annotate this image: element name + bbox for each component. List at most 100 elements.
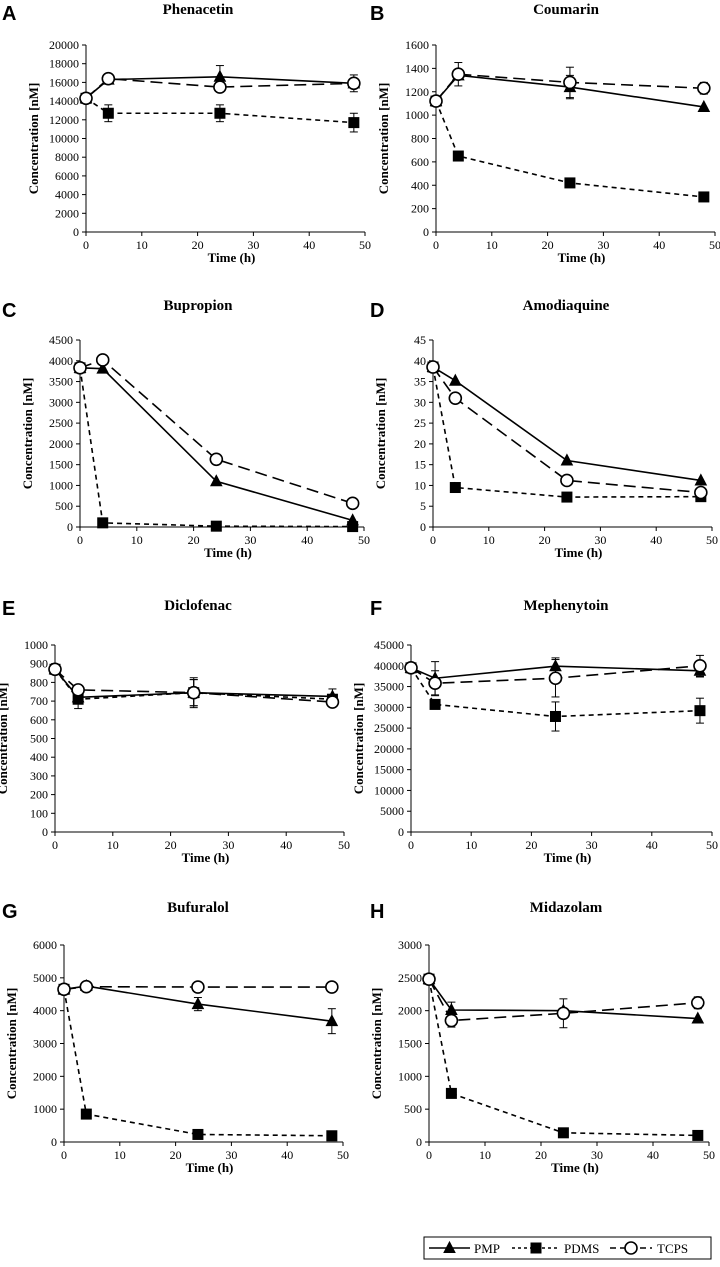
legend-entry-pdms: PDMS — [512, 1241, 599, 1256]
data-point — [445, 1087, 457, 1099]
y-tick-label: 200 — [411, 202, 429, 216]
chart-title: Mephenytoin — [523, 598, 609, 614]
x-tick-label: 50 — [709, 238, 720, 252]
data-point — [186, 685, 201, 700]
x-tick-label: 10 — [131, 533, 143, 547]
y-tick-label: 35 — [414, 375, 426, 389]
y-tick-label: 700 — [30, 694, 48, 708]
panel-letter: C — [2, 300, 16, 322]
series-line — [54, 668, 333, 701]
x-tick-label: 10 — [114, 1148, 126, 1162]
legend-label: PMP — [474, 1241, 500, 1256]
series-line — [435, 74, 704, 108]
data-point — [698, 191, 710, 203]
x-tick-label: 50 — [359, 238, 371, 252]
chart-title: Bufuralol — [167, 900, 229, 916]
series-line — [428, 978, 698, 1020]
series-line — [428, 978, 698, 1022]
x-tick-label: 20 — [525, 838, 537, 852]
y-tick-label: 2000 — [33, 1069, 57, 1083]
series-line — [85, 97, 354, 124]
data-point — [347, 76, 361, 91]
series-line — [410, 664, 701, 685]
x-tick-label: 20 — [170, 1148, 182, 1162]
data-point — [192, 1128, 204, 1140]
chart-panel-a: A Phenacetin 0 2000 4000 6000 8000 10000 12000 14… — [2, 2, 371, 265]
y-tick-label: 5000 — [33, 971, 57, 985]
chart-title: Midazolam — [530, 900, 603, 916]
x-tick-label: 10 — [136, 238, 148, 252]
legend-marker — [443, 1240, 456, 1253]
y-tick-label: 3000 — [49, 395, 73, 409]
y-tick-label: 14000 — [49, 94, 79, 108]
y-tick-label: 0 — [42, 825, 48, 839]
data-point — [96, 361, 110, 374]
data-point — [556, 1006, 571, 1021]
legend: PMP PDMS TCPS — [423, 1236, 712, 1260]
y-tick-label: 2500 — [398, 971, 422, 985]
data-point — [451, 67, 466, 82]
data-point — [325, 695, 340, 709]
y-axis-label: Concentration [nM] — [26, 83, 41, 195]
data-point — [448, 373, 462, 386]
x-tick-label: 30 — [586, 838, 598, 852]
y-tick-label: 100 — [30, 806, 48, 820]
x-tick-label: 0 — [77, 533, 83, 547]
y-tick-label: 500 — [404, 1102, 422, 1116]
data-point — [422, 972, 436, 986]
chart-title: Phenacetin — [163, 2, 234, 18]
data-point — [691, 1011, 705, 1024]
y-tick-label: 45 — [414, 333, 426, 347]
data-point — [557, 1127, 569, 1139]
y-tick-label: 1400 — [405, 61, 429, 75]
chart-title: Diclofenac — [164, 598, 232, 614]
panel-letter: H — [370, 901, 384, 923]
data-point — [326, 1130, 338, 1142]
data-point — [80, 1108, 92, 1120]
data-point — [48, 662, 62, 677]
y-tick-label: 3000 — [33, 1037, 57, 1051]
legend-label: PDMS — [564, 1241, 599, 1256]
series-line — [79, 359, 353, 505]
y-tick-label: 500 — [55, 499, 73, 513]
series-line — [432, 366, 701, 494]
data-point — [325, 1014, 339, 1027]
data-point — [213, 80, 227, 94]
y-tick-label: 12000 — [49, 113, 79, 127]
y-tick-label: 10000 — [374, 783, 404, 797]
data-point — [210, 520, 222, 532]
x-tick-label: 30 — [222, 838, 234, 852]
legend-box — [423, 1236, 712, 1260]
y-axis-label: Concentration [nM] — [376, 83, 391, 195]
x-tick-label: 0 — [52, 838, 58, 852]
y-tick-label: 6000 — [55, 169, 79, 183]
y-tick-label: 300 — [30, 769, 48, 783]
data-point — [426, 360, 440, 374]
series-line — [54, 668, 333, 703]
data-point — [209, 452, 224, 467]
data-point — [191, 980, 205, 994]
series-pmp — [73, 360, 359, 526]
x-tick-label: 50 — [703, 1148, 715, 1162]
data-point — [209, 474, 223, 487]
y-tick-label: 1600 — [405, 38, 429, 52]
x-tick-label: 40 — [650, 533, 662, 547]
data-point — [79, 91, 93, 106]
x-tick-label: 20 — [188, 533, 200, 547]
data-point — [71, 683, 85, 697]
y-axis-label: Concentration [nM] — [4, 988, 19, 1100]
chart-title: Coumarin — [533, 2, 599, 18]
x-tick-label: 50 — [706, 838, 718, 852]
series-line — [428, 978, 698, 1137]
y-tick-label: 45000 — [374, 638, 404, 652]
x-tick-label: 20 — [542, 238, 554, 252]
x-tick-label: 0 — [433, 238, 439, 252]
data-point — [57, 982, 71, 997]
data-point — [549, 710, 561, 722]
series-line — [63, 985, 332, 991]
data-point — [97, 517, 109, 529]
panel-letter: D — [370, 300, 384, 322]
y-tick-label: 600 — [411, 155, 429, 169]
series-line — [435, 100, 704, 198]
